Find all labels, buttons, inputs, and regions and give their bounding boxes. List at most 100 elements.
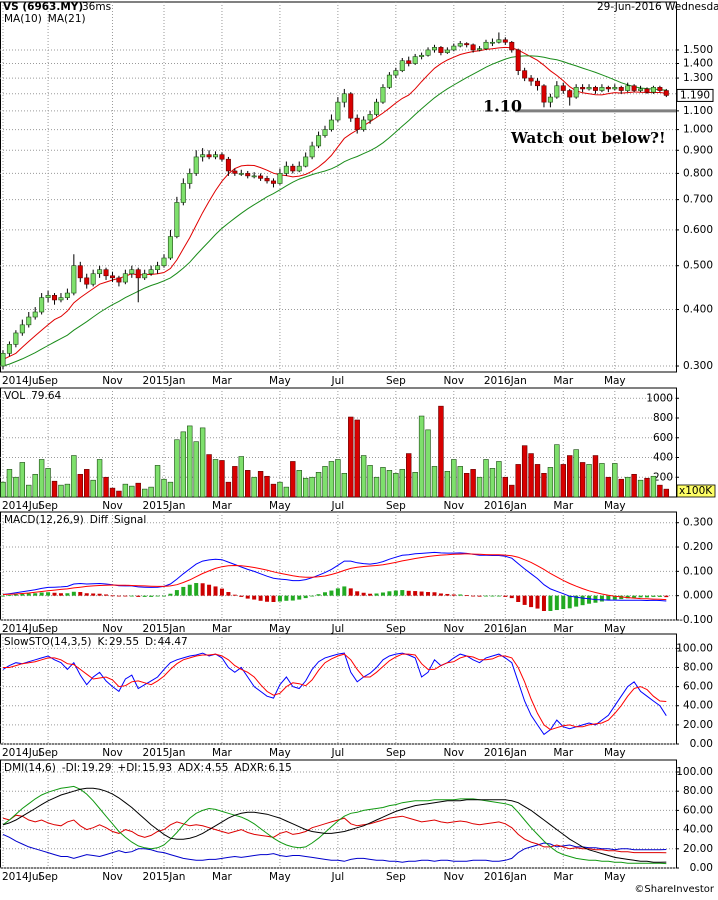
candle-body [309,145,315,158]
candle-body [264,178,270,182]
histogram-bar [348,588,353,596]
legend-text: DMI(14,6) [4,762,56,774]
histogram-bar [355,591,360,596]
volume-bar [6,469,13,498]
legend-text: 79.64 [31,390,61,402]
candle-body [374,101,380,115]
candle-body [97,269,103,275]
x-tick-label: Mar [212,623,232,635]
y-tick-label: 20.00 [683,719,713,731]
volume-bar [135,482,141,498]
x-tick-label: May [604,623,626,635]
x-tick-label: Nov [102,747,123,759]
histogram-bar [20,593,25,596]
candle-body [367,114,373,121]
candle-body [13,332,19,345]
x-tick-label: 2015Jan [143,623,186,635]
legend-text: ADX: [178,762,204,774]
volume-bar [174,439,180,498]
candle-body [77,265,83,279]
histogram-bar [599,595,604,602]
y-tick-label: 40.00 [683,824,713,836]
histogram-bar [194,583,199,596]
y-tick-label: 100.00 [676,766,713,778]
x-tick-label: Mar [553,623,573,635]
candle-body [348,93,354,119]
x-tick-label: 2015Jan [143,375,186,387]
histogram-bar [284,595,289,601]
candle-body [618,87,624,91]
volume-bar [96,459,103,498]
volume-bar [264,475,270,498]
y-tick-label: 0.300 [683,360,713,372]
candle-body [509,41,515,51]
histogram-bar [13,594,18,596]
histogram-bar [374,593,379,596]
x-tick-label: Sep [38,623,58,635]
x-tick-label: May [269,375,291,387]
volume-bar [64,483,71,498]
legend-text: +DI: [117,762,141,774]
y-tick-label: 800 [653,412,673,424]
histogram-bar [323,592,327,596]
panel-frame [0,1,677,373]
candle-body [535,80,541,87]
x-tick-label: Jul [331,871,345,883]
histogram-bar [226,592,231,596]
volume-bar [141,488,148,498]
candle-body [116,277,122,283]
candle-body [541,85,547,103]
volume-bar [631,473,637,498]
y-tick-label: 200 [653,471,673,483]
volume-bar [599,463,605,498]
y-tick-label: 60.00 [683,804,713,816]
volume-bar [624,476,631,498]
histogram-bar [310,595,315,597]
candle-body [612,87,618,90]
volume-bar [399,469,405,498]
x-tick-label: Nov [444,500,465,512]
histogram-bar [612,595,617,600]
candle-body [522,70,528,79]
y-tick-label: 400 [653,452,673,464]
candle-body [283,165,289,174]
candle-body [638,88,644,91]
histogram-bar [245,595,250,599]
y-tick-label: 0.700 [683,194,713,206]
y-tick-label: 0.000 [683,590,713,602]
histogram-bar [484,595,488,597]
histogram-bar [445,593,450,596]
volume-bar [161,478,167,498]
volume-bar [19,462,26,498]
x-tick-label: Nov [102,623,123,635]
legend-text: 4.55 [205,762,228,774]
x-tick-label: 2014Jul [2,871,41,883]
volume-bar [167,481,174,498]
x-tick-label: May [604,747,626,759]
histogram-bar [181,586,186,596]
volume-bar [534,464,541,498]
unit-box [676,484,716,498]
y-tick-label: 0.200 [683,541,713,553]
histogram-bar [361,592,366,596]
candle-body [650,87,656,93]
legend-text: D: [145,636,157,648]
candle-body [296,165,302,172]
y-tick-label: 0.800 [683,167,713,179]
histogram-bar [91,593,96,596]
candle-body [470,44,476,51]
volume-bar [509,484,515,498]
volume-bar [51,480,58,498]
volume-bar [315,472,322,498]
volume-bar [431,466,438,498]
volume-bar [489,468,496,498]
candle-body [631,85,637,91]
candle-body [64,292,70,298]
candle-body [361,119,367,130]
indicator-line [2,652,667,736]
candle-body [496,39,502,43]
candle-body [625,85,631,91]
volume-bar [187,425,193,498]
histogram-bar [207,584,212,596]
indicator-line [2,553,667,601]
